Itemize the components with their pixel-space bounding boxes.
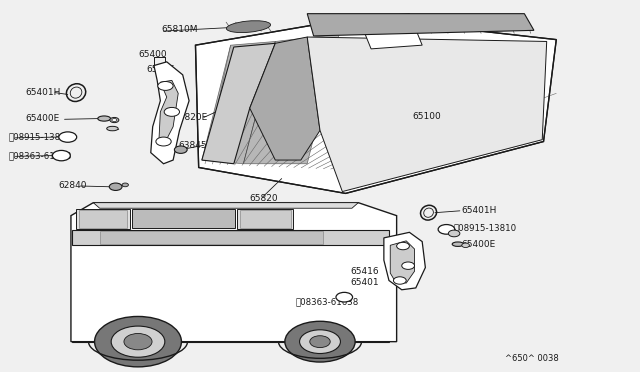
Polygon shape	[250, 37, 320, 160]
Bar	[237, 209, 293, 230]
Circle shape	[158, 81, 173, 90]
Polygon shape	[307, 14, 534, 36]
Bar	[72, 230, 389, 245]
Text: 65400E: 65400E	[462, 240, 496, 249]
Polygon shape	[384, 232, 426, 290]
Text: Ⓢ08363-61638: Ⓢ08363-61638	[9, 151, 72, 160]
Polygon shape	[390, 241, 415, 283]
Circle shape	[310, 336, 330, 347]
Circle shape	[122, 183, 129, 187]
Text: 65100: 65100	[413, 112, 442, 121]
Text: ^650^ 0038: ^650^ 0038	[505, 354, 559, 363]
Polygon shape	[71, 203, 397, 341]
Text: 65820E: 65820E	[173, 113, 207, 122]
Polygon shape	[151, 62, 189, 164]
Circle shape	[109, 183, 122, 190]
Text: Ⓥ08915-13810: Ⓥ08915-13810	[9, 132, 72, 142]
Ellipse shape	[107, 126, 118, 131]
Circle shape	[438, 225, 455, 234]
Ellipse shape	[452, 242, 464, 246]
Circle shape	[174, 146, 187, 153]
Bar	[132, 209, 235, 228]
Ellipse shape	[227, 21, 271, 33]
Polygon shape	[93, 203, 358, 208]
Bar	[100, 231, 323, 244]
Polygon shape	[159, 80, 178, 145]
Text: 65416: 65416	[351, 267, 380, 276]
Bar	[79, 211, 127, 228]
Text: 63845: 63845	[178, 141, 207, 150]
Text: 65401H: 65401H	[25, 88, 60, 97]
Text: 65820: 65820	[250, 195, 278, 203]
Circle shape	[164, 108, 179, 116]
Text: 65891M: 65891M	[395, 18, 431, 27]
Text: V: V	[66, 135, 70, 140]
Circle shape	[59, 132, 77, 142]
Circle shape	[52, 150, 70, 161]
Polygon shape	[195, 17, 556, 193]
Bar	[239, 211, 291, 228]
Polygon shape	[358, 14, 422, 49]
Text: Ⓢ08363-61638: Ⓢ08363-61638	[296, 297, 359, 306]
Polygon shape	[202, 41, 275, 164]
Text: S: S	[342, 295, 346, 300]
Polygon shape	[202, 43, 275, 164]
Text: 62840: 62840	[58, 182, 86, 190]
Circle shape	[95, 317, 181, 367]
Circle shape	[449, 230, 460, 237]
Text: 65401H: 65401H	[462, 206, 497, 215]
Ellipse shape	[98, 116, 111, 121]
Polygon shape	[307, 37, 547, 192]
Text: 65401: 65401	[351, 278, 380, 287]
Circle shape	[462, 243, 469, 247]
Circle shape	[402, 262, 415, 269]
Circle shape	[397, 242, 410, 250]
Text: V: V	[444, 227, 449, 232]
Text: S: S	[60, 153, 63, 158]
Circle shape	[110, 118, 119, 123]
Text: 65400E: 65400E	[25, 114, 60, 123]
Circle shape	[112, 119, 117, 122]
Text: 65810M: 65810M	[162, 25, 198, 34]
Circle shape	[300, 330, 340, 353]
Text: 65416: 65416	[147, 65, 175, 74]
Bar	[76, 209, 131, 230]
Circle shape	[336, 292, 353, 302]
Polygon shape	[243, 34, 339, 164]
Text: 65400: 65400	[138, 50, 166, 59]
Circle shape	[285, 321, 355, 362]
Text: Ⓥ08915-13810: Ⓥ08915-13810	[454, 224, 517, 233]
Circle shape	[156, 137, 172, 146]
Circle shape	[111, 326, 165, 357]
Circle shape	[124, 334, 152, 350]
Circle shape	[394, 277, 406, 284]
